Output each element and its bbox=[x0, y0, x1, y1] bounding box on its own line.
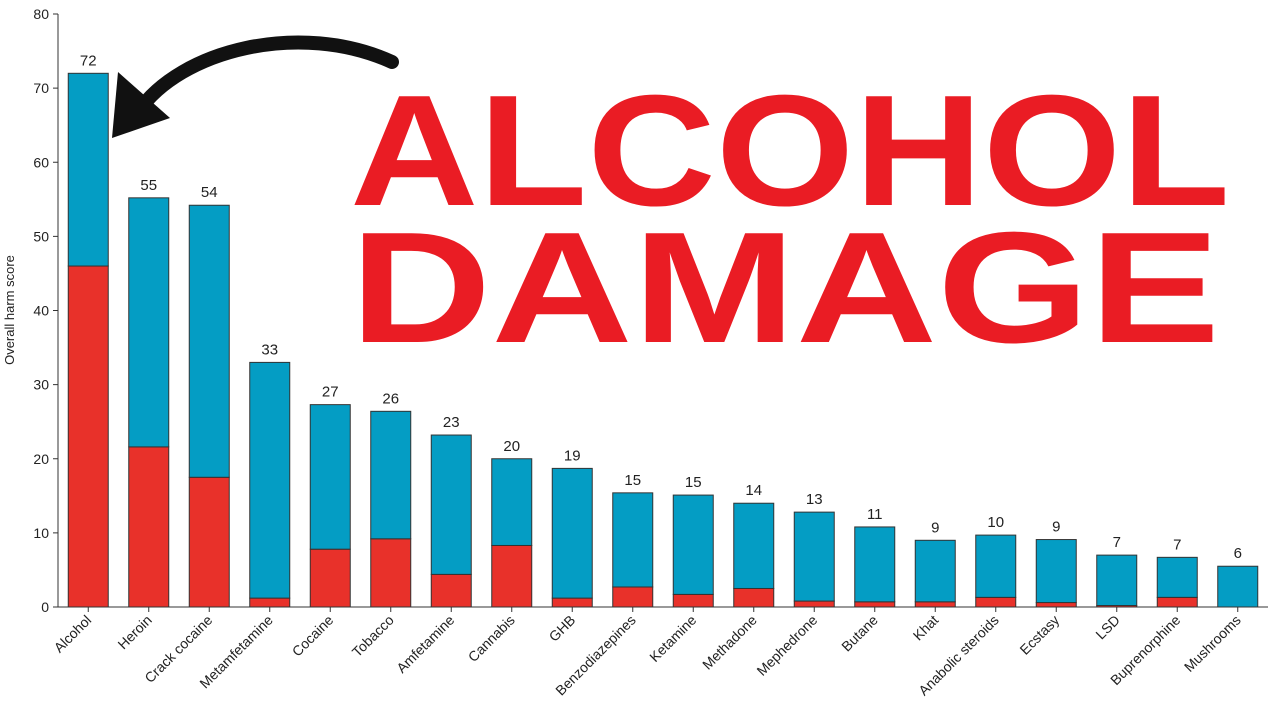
y-tick-label: 0 bbox=[41, 599, 49, 615]
bar-segment bbox=[188, 204, 230, 478]
data-label: 20 bbox=[503, 438, 520, 455]
arrow-head bbox=[112, 72, 170, 138]
data-label: 13 bbox=[806, 491, 823, 508]
data-label: 6 bbox=[1234, 545, 1242, 562]
data-label: 15 bbox=[685, 474, 702, 491]
x-tick-label: Tobacco bbox=[349, 612, 397, 660]
bar-segment bbox=[491, 458, 533, 546]
data-label: 9 bbox=[931, 519, 939, 536]
x-tick-label: Methadone bbox=[699, 612, 760, 673]
bar-segment bbox=[551, 467, 593, 599]
bar-segment bbox=[430, 573, 472, 608]
x-tick-label: Mephedrone bbox=[753, 612, 820, 679]
data-label: 14 bbox=[745, 482, 762, 499]
bar-segment bbox=[128, 446, 170, 608]
y-tick-label: 40 bbox=[33, 303, 49, 319]
data-label: 11 bbox=[867, 506, 883, 523]
y-tick-label: 70 bbox=[33, 80, 49, 96]
x-tick-label: Cannabis bbox=[465, 612, 518, 665]
data-label: 15 bbox=[624, 472, 641, 489]
data-label: 33 bbox=[261, 341, 278, 358]
y-axis-label: Overall harm score bbox=[2, 255, 17, 365]
bar-segment bbox=[914, 539, 956, 603]
bar-segment bbox=[612, 586, 654, 608]
data-label: 26 bbox=[382, 390, 399, 407]
bar-segment bbox=[733, 502, 775, 589]
data-label: 10 bbox=[987, 514, 1004, 531]
data-label: 55 bbox=[140, 177, 157, 194]
data-label: 72 bbox=[80, 52, 97, 69]
data-label: 27 bbox=[322, 384, 339, 401]
bar-segment bbox=[793, 511, 835, 602]
x-tick-label: Khat bbox=[910, 612, 942, 644]
data-label: 54 bbox=[201, 184, 218, 201]
arrow bbox=[131, 35, 399, 119]
x-tick-label: Heroin bbox=[114, 612, 154, 652]
bar-segment bbox=[551, 597, 593, 608]
x-tick-label: Alcohol bbox=[51, 612, 95, 656]
bar-segment bbox=[1035, 539, 1077, 604]
x-tick-label: Butane bbox=[838, 612, 881, 655]
bar-segment bbox=[733, 587, 775, 608]
bar-segment bbox=[975, 534, 1017, 598]
bar-segment bbox=[672, 593, 714, 608]
bar-segment bbox=[672, 494, 714, 595]
bar-segment bbox=[1217, 565, 1259, 608]
data-label: 23 bbox=[443, 414, 460, 431]
bar-segment bbox=[370, 538, 412, 608]
annotation: ALCOHOL bbox=[350, 63, 1230, 239]
data-label: 19 bbox=[564, 447, 581, 464]
annotation: DAMAGE bbox=[350, 200, 1220, 376]
y-tick-label: 50 bbox=[33, 228, 49, 244]
data-label: 9 bbox=[1052, 519, 1060, 536]
bar-segment bbox=[914, 601, 956, 608]
bar-segment bbox=[249, 597, 291, 608]
bar-segment bbox=[67, 72, 109, 267]
bar-segment bbox=[67, 265, 109, 608]
bar-segment bbox=[309, 404, 351, 550]
bar-segment bbox=[975, 596, 1017, 608]
x-tick-label: Ecstasy bbox=[1016, 612, 1062, 658]
bar-segment bbox=[188, 476, 230, 608]
bar-segment bbox=[1096, 554, 1138, 607]
bar-segment bbox=[370, 410, 412, 540]
y-tick-label: 10 bbox=[33, 525, 49, 541]
bar-segment bbox=[430, 434, 472, 575]
x-tick-label: GHB bbox=[546, 612, 579, 645]
x-tick-label: Cocaine bbox=[289, 612, 337, 660]
bar-segment bbox=[1156, 596, 1198, 608]
bar-segment bbox=[309, 548, 351, 608]
bar-segment bbox=[249, 361, 291, 599]
x-tick-label: Mushrooms bbox=[1181, 612, 1244, 675]
bar-segment bbox=[1156, 556, 1198, 598]
x-tick-label: LSD bbox=[1092, 612, 1123, 643]
y-tick-label: 20 bbox=[33, 451, 49, 467]
bar-segment bbox=[612, 492, 654, 588]
bar-segment bbox=[854, 526, 896, 603]
bar-segment bbox=[491, 544, 533, 608]
data-label: 7 bbox=[1113, 534, 1121, 551]
bar-segment bbox=[793, 600, 835, 608]
x-tick-label: Amfetamine bbox=[393, 612, 457, 676]
y-tick-label: 30 bbox=[33, 377, 49, 393]
data-label: 7 bbox=[1173, 536, 1181, 553]
bar-segment bbox=[1035, 602, 1077, 608]
y-tick-label: 60 bbox=[33, 154, 49, 170]
y-tick-label: 80 bbox=[33, 6, 49, 22]
x-tick-label: Ketamine bbox=[646, 612, 699, 665]
bar-segment bbox=[128, 197, 170, 448]
bar-segment bbox=[854, 601, 896, 608]
